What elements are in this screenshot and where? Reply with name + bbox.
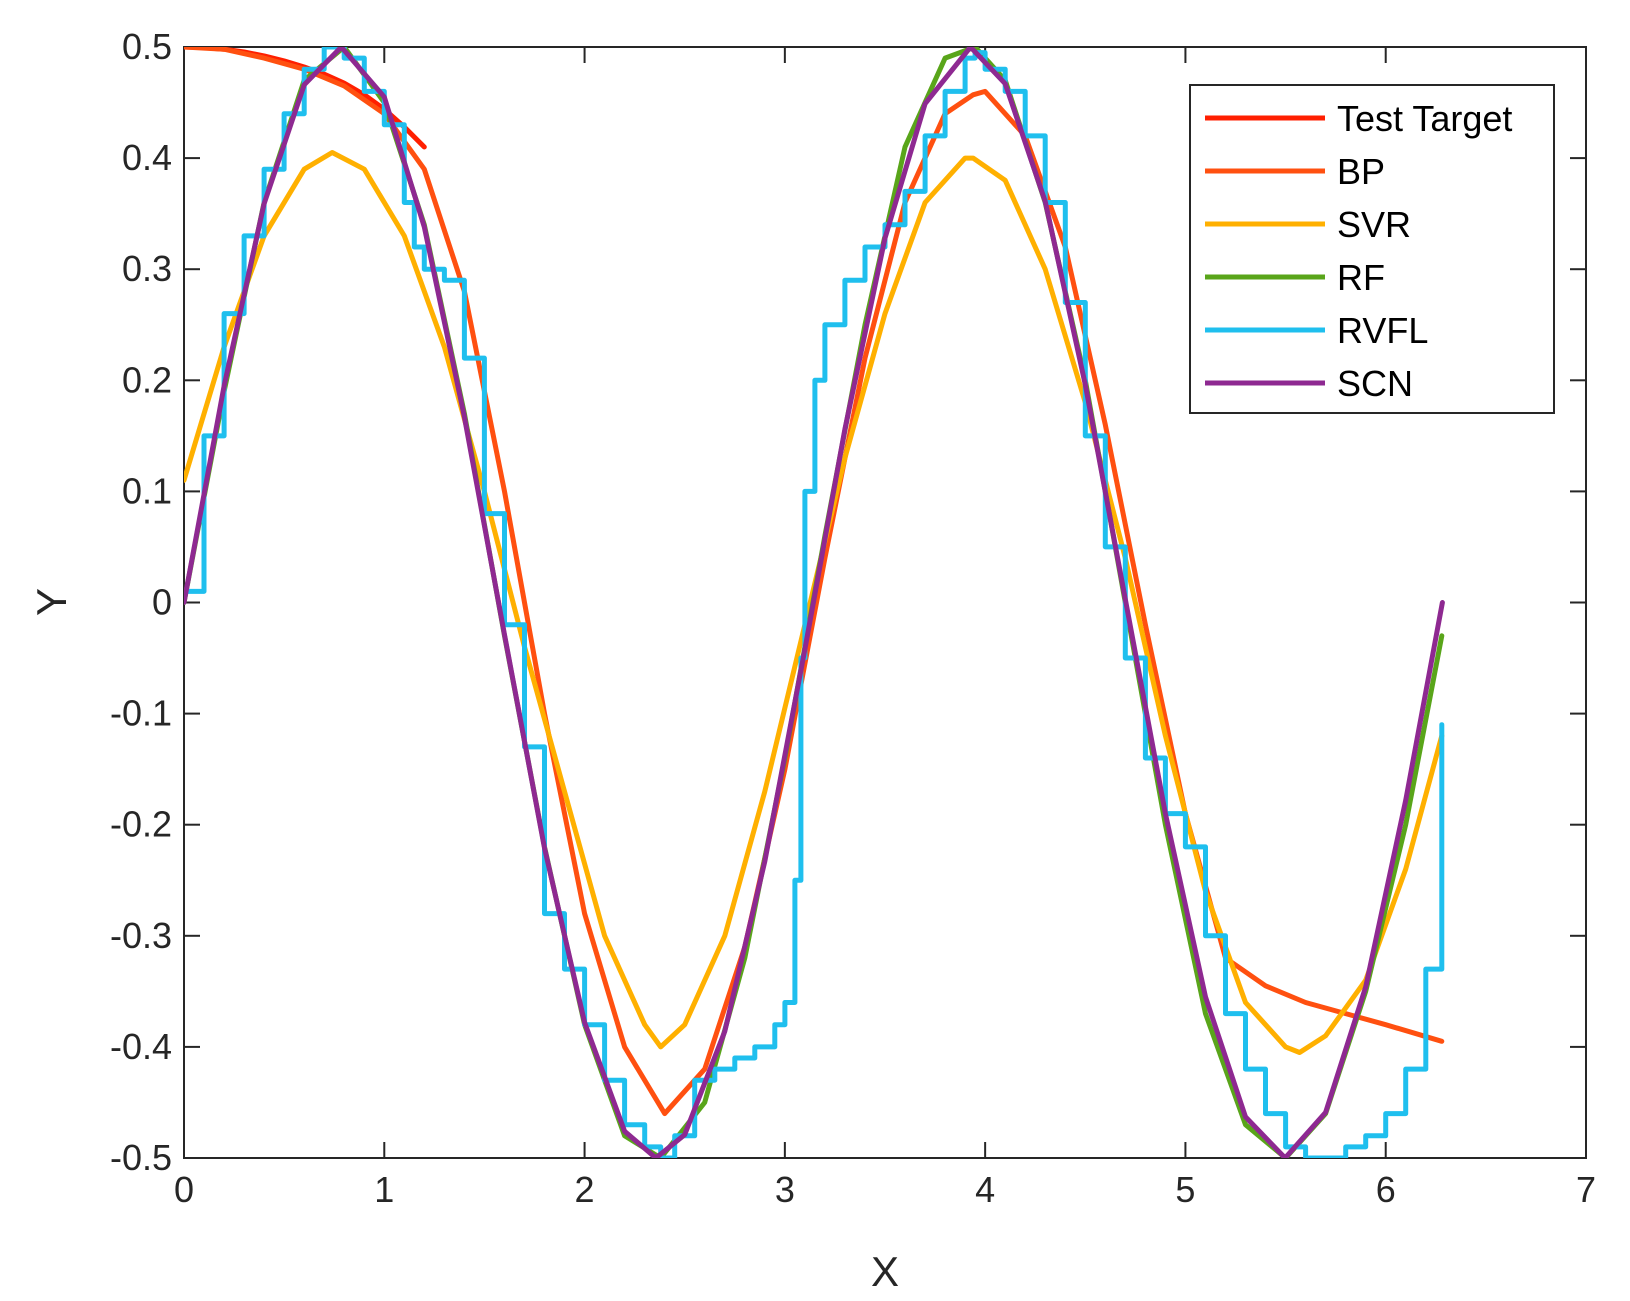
x-tick-label: 0 [174, 1169, 194, 1210]
y-tick-label: -0.2 [110, 804, 172, 845]
x-tick-label: 5 [1175, 1169, 1195, 1210]
x-tick-label: 4 [975, 1169, 995, 1210]
legend-label: BP [1337, 151, 1385, 192]
legend: Test Target BP SVR RF RVFL SCN [1189, 84, 1555, 414]
legend-label: Test Target [1337, 98, 1512, 139]
x-tick-label: 6 [1376, 1169, 1396, 1210]
axis-ticks [183, 46, 1587, 1159]
y-tick-label: 0.1 [122, 470, 172, 511]
x-tick-label: 7 [1576, 1169, 1596, 1210]
legend-label: RVFL [1337, 310, 1428, 351]
x-tick-label: 1 [374, 1169, 394, 1210]
x-tick-label: 2 [575, 1169, 595, 1210]
y-tick-label: 0.3 [122, 248, 172, 289]
y-tick-label: -0.4 [110, 1026, 172, 1067]
y-tick-label: 0.4 [122, 137, 172, 178]
y-tick-label: 0.5 [122, 26, 172, 67]
legend-box [1189, 84, 1555, 414]
y-tick-label: -0.1 [110, 693, 172, 734]
y-tick-label: 0 [152, 582, 172, 623]
legend-label: SVR [1337, 204, 1411, 245]
series-line-scn [184, 47, 1445, 1158]
series-layer [184, 47, 1445, 1158]
legend-label: SCN [1337, 363, 1413, 404]
y-axis-label: Y [28, 588, 75, 616]
y-tick-label: -0.3 [110, 915, 172, 956]
y-tick-label: 0.2 [122, 359, 172, 400]
legend-label: RF [1337, 257, 1385, 298]
tick-labels: 0 1 2 3 4 5 6 7 -0.5 -0.4 -0.3 -0.2 -0.1 0 0.1 0.2 0.3 0.… [110, 26, 1596, 1210]
y-tick-label: -0.5 [110, 1137, 172, 1178]
x-axis-label: X [871, 1248, 899, 1295]
x-tick-label: 3 [775, 1169, 795, 1210]
